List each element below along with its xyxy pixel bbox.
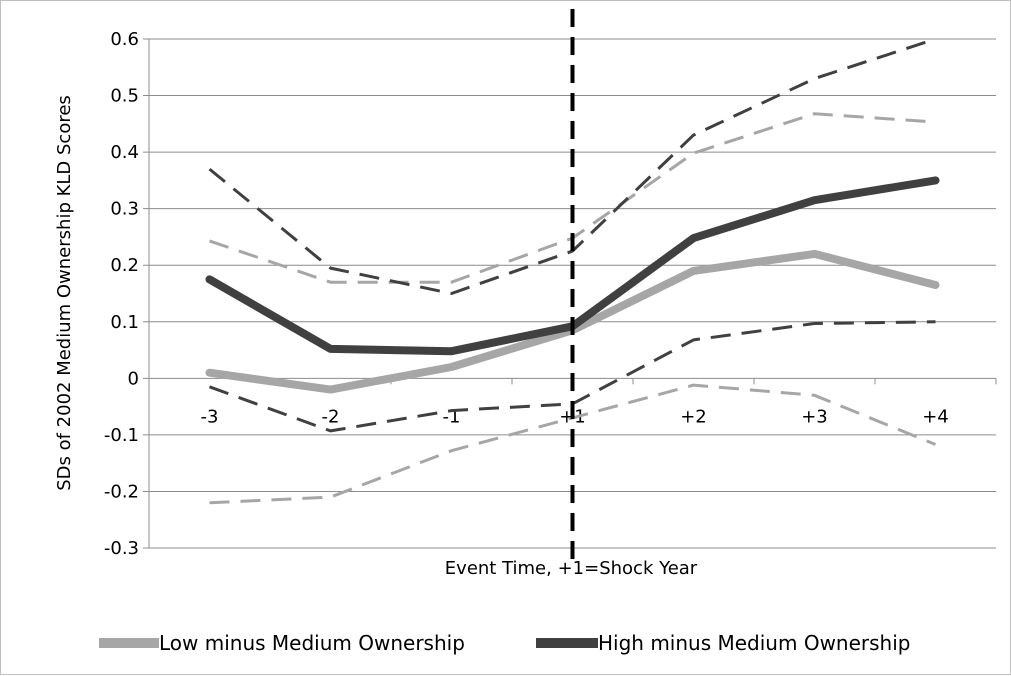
x-tick-label: -3 bbox=[201, 406, 219, 427]
y-tick-label: 0.3 bbox=[110, 199, 139, 220]
y-tick-label: -0.2 bbox=[104, 481, 139, 502]
y-tick-label: -0.3 bbox=[104, 538, 139, 559]
legend: Low minus Medium Ownership High minus Me… bbox=[99, 631, 910, 655]
y-tick-label: 0 bbox=[128, 368, 139, 389]
legend-label-low: Low minus Medium Ownership bbox=[159, 631, 465, 655]
band-upper-1 bbox=[208, 37, 936, 295]
y-tick-label: 0.6 bbox=[110, 29, 139, 50]
y-tick-label: -0.1 bbox=[104, 425, 139, 446]
legend-label-high: High minus Medium Ownership bbox=[598, 631, 910, 655]
y-tick-label: 0.2 bbox=[110, 255, 139, 276]
y-axis-title: SDs of 2002 Medium Ownership KLD Scores bbox=[54, 95, 75, 491]
y-tick-label: 0.5 bbox=[110, 86, 139, 107]
y-tick-label: 0.1 bbox=[110, 312, 139, 333]
x-tick-labels: -3-2-1+1+2+3+4 bbox=[201, 406, 949, 427]
x-tick-label: +3 bbox=[801, 406, 828, 427]
grid-lines bbox=[143, 38, 997, 549]
x-tick-label: +2 bbox=[680, 406, 707, 427]
y-tick-label: 0.4 bbox=[110, 142, 139, 163]
x-tick-label: +4 bbox=[922, 406, 949, 427]
x-tick-label: -2 bbox=[322, 406, 340, 427]
x-axis-title: Event Time, +1=Shock Year bbox=[445, 558, 698, 579]
y-tick-labels: 0.6 0.5 0.4 0.3 0.2 0.1 0 -0.1 -0.2 -0.3 bbox=[104, 29, 139, 559]
